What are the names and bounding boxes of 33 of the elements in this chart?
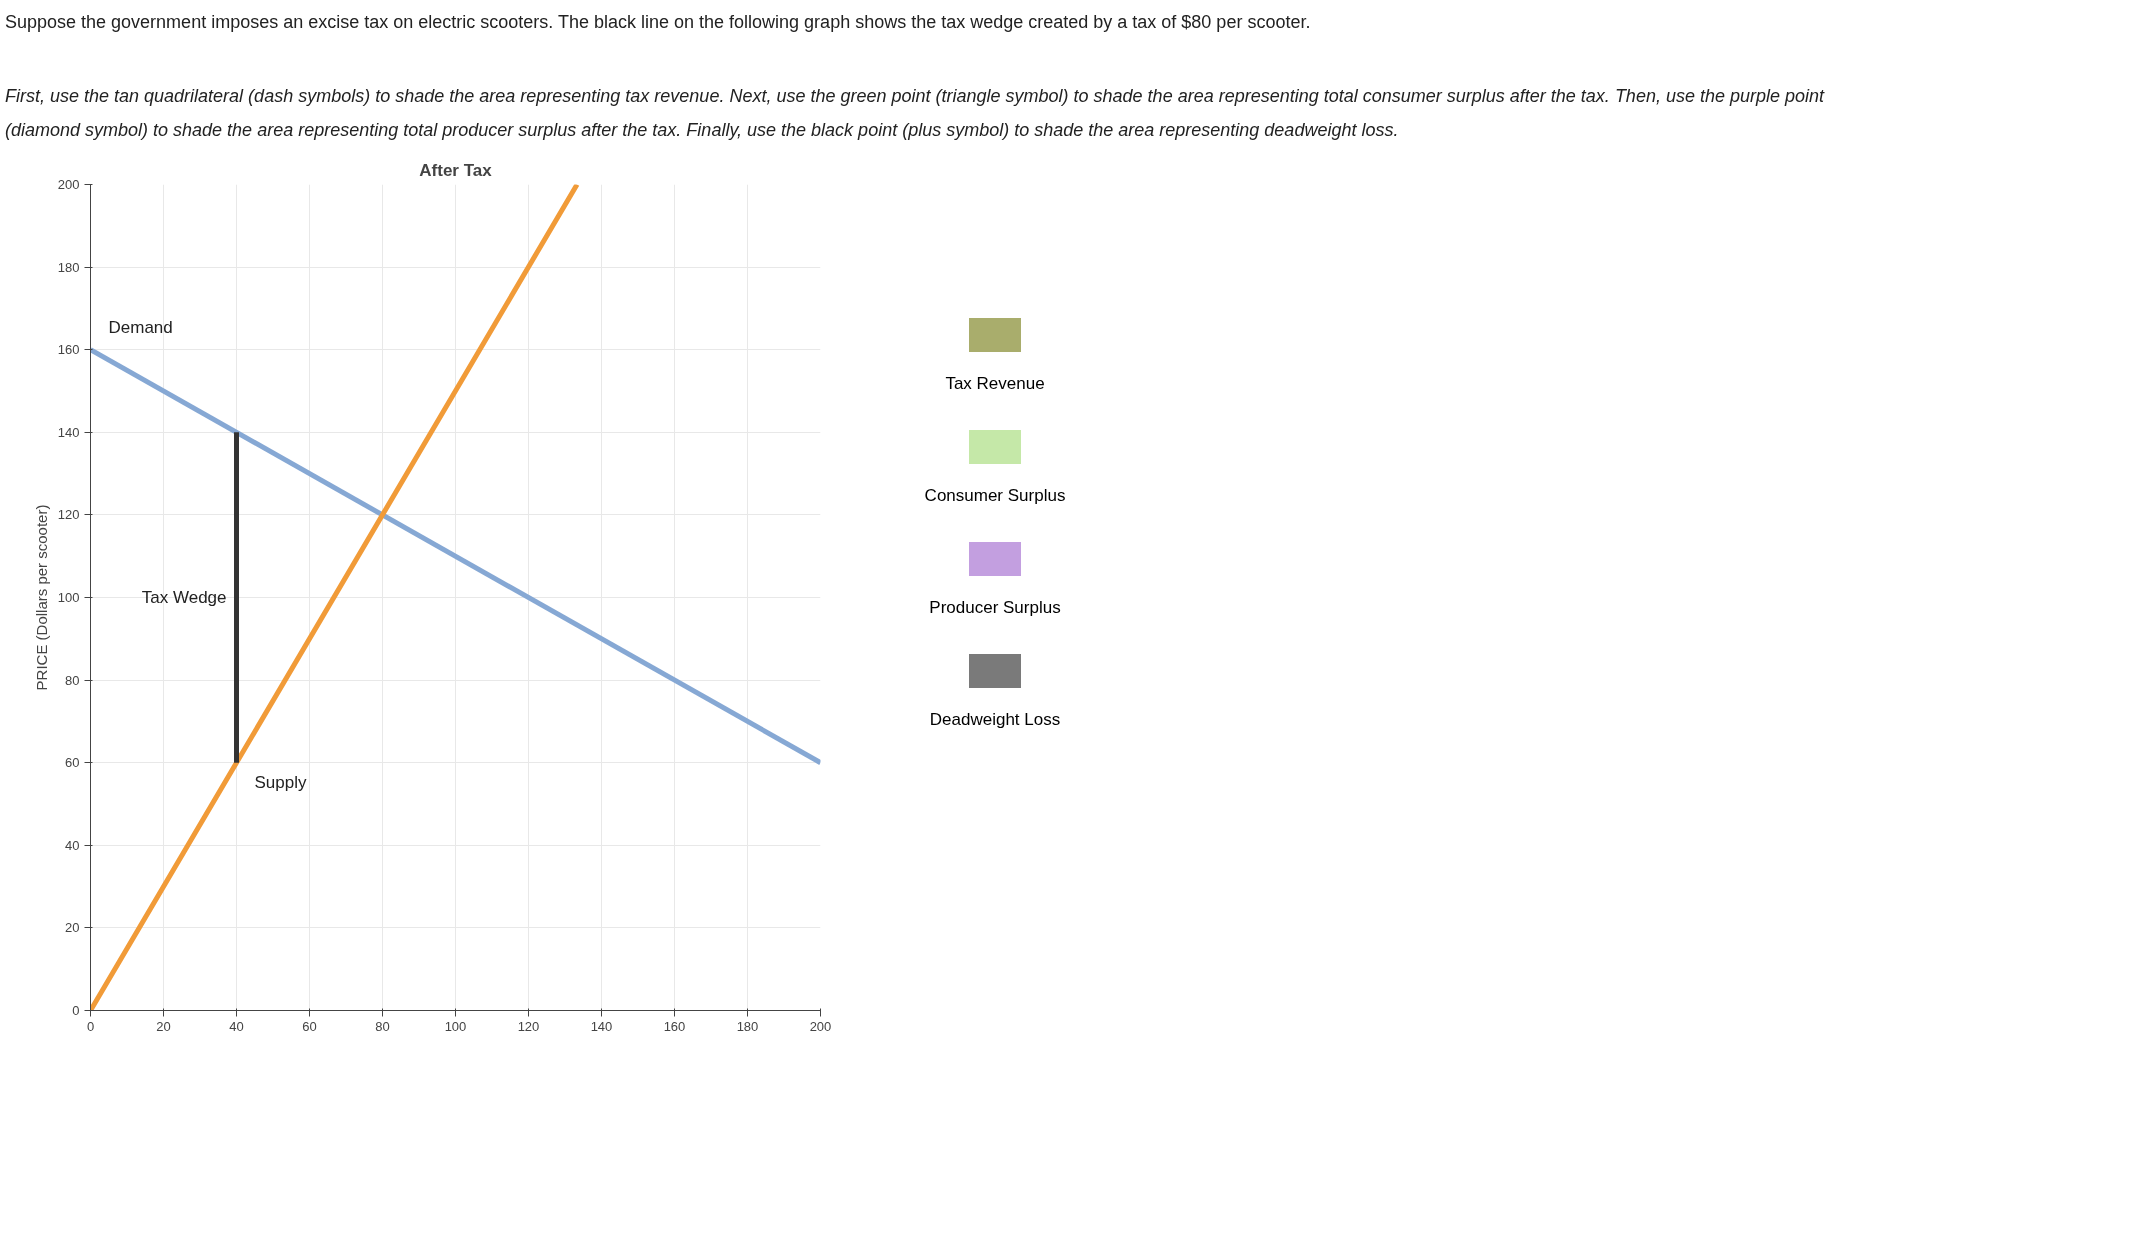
x-tick-label: 100 xyxy=(444,1018,467,1034)
x-tick-label: 20 xyxy=(156,1018,171,1034)
x-tick-label: 40 xyxy=(229,1018,244,1034)
series-label: Demand xyxy=(108,317,173,337)
chart-subtitle: Suppose the government imposes an excise tax on electric scooters. The black line on the following graph shows the tax wedge created by a tax of $80 per scooter. xyxy=(5,11,1312,34)
text: Deadweight Loss xyxy=(928,709,1062,732)
x-tick-label: 120 xyxy=(517,1018,540,1034)
y-tick-label: 20 xyxy=(65,919,80,935)
text: Tax Revenue xyxy=(944,372,1046,395)
y-tick-label: 40 xyxy=(65,837,80,853)
x-tick-label: 160 xyxy=(663,1018,686,1034)
y-tick-label: 60 xyxy=(65,754,80,770)
text: Consumer Surplus xyxy=(923,484,1067,507)
y-tick-label: 180 xyxy=(57,259,80,275)
text: Producer Surplus xyxy=(928,597,1062,620)
text: First, use the tan quadrilateral (dash symbols) to shade the area representing tax revenue. Next, use the green point (triangle symbol) to shade the area representing total consumer surplus after the tax. Then, use the purple point (diamond symbol) to shade the area representing total producer surplus after the tax. Finally, use the black point (plus symbol) to shade the area representing deadweight loss. xyxy=(5,85,1826,143)
x-tick-label: 200 xyxy=(809,1018,832,1034)
series-label: Tax Wedge xyxy=(141,587,227,607)
x-tick-label: 180 xyxy=(736,1018,759,1034)
series-label: Supply xyxy=(254,772,307,792)
y-tick-label: 100 xyxy=(57,589,80,605)
x-tick-label: 80 xyxy=(375,1018,390,1034)
y-tick-label: 0 xyxy=(72,1002,80,1018)
x-tick-label: 60 xyxy=(302,1018,317,1034)
chart-title: After Tax xyxy=(419,160,493,180)
x-tick-label: 0 xyxy=(86,1018,95,1034)
y-tick-label: 120 xyxy=(57,506,80,522)
y-tick-label: 140 xyxy=(57,424,80,440)
y-tick-label: 160 xyxy=(57,341,80,357)
y-axis-title: PRICE (Dollars per scooter) xyxy=(32,504,50,690)
y-tick-label: 80 xyxy=(65,672,80,688)
x-tick-label: 140 xyxy=(590,1018,613,1034)
y-tick-label: 200 xyxy=(57,176,80,192)
